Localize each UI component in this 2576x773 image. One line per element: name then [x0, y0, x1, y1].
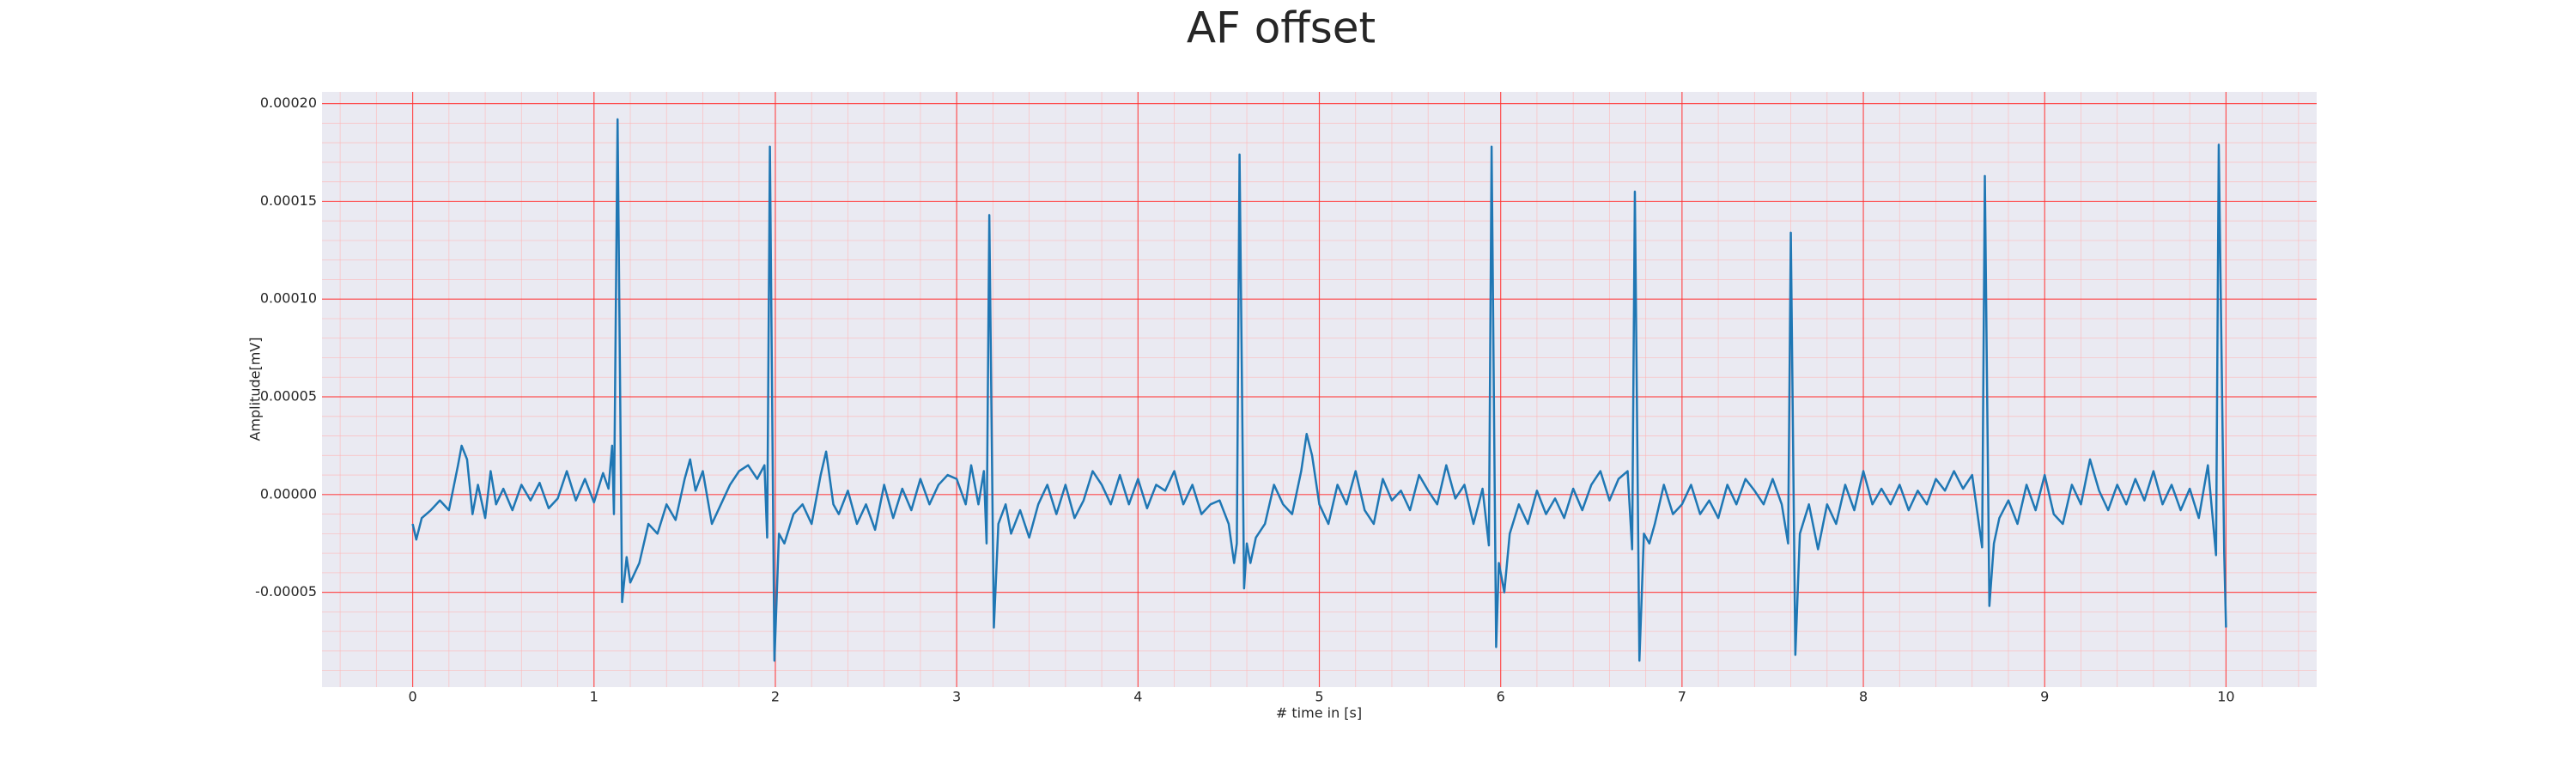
y-tick-label: 0.00020	[260, 94, 317, 111]
x-tick-label: 10	[2217, 689, 2234, 705]
y-tick-label: 0.00010	[260, 290, 317, 307]
y-tick-label: 0.00015	[260, 192, 317, 209]
x-tick-label: 3	[952, 689, 961, 705]
x-tick-label: 5	[1315, 689, 1323, 705]
x-tick-label: 8	[1859, 689, 1868, 705]
x-axis-label: # time in [s]	[1276, 705, 1362, 721]
y-tick-label: 0.00005	[260, 388, 317, 405]
x-tick-label: 0	[408, 689, 416, 705]
x-tick-label: 6	[1497, 689, 1505, 705]
y-axis-label: Amplitude[mV]	[247, 337, 264, 441]
y-tick-label: -0.00005	[255, 583, 317, 600]
x-tick-label: 1	[590, 689, 598, 705]
signal-line	[411, 118, 2227, 662]
y-tick-label: 0.00000	[260, 485, 317, 502]
x-tick-label: 2	[771, 689, 780, 705]
x-tick-label: 9	[2040, 689, 2049, 705]
x-tick-label: 4	[1133, 689, 1142, 705]
chart-title: AF offset	[1187, 3, 1376, 53]
x-tick-label: 7	[1678, 689, 1686, 705]
